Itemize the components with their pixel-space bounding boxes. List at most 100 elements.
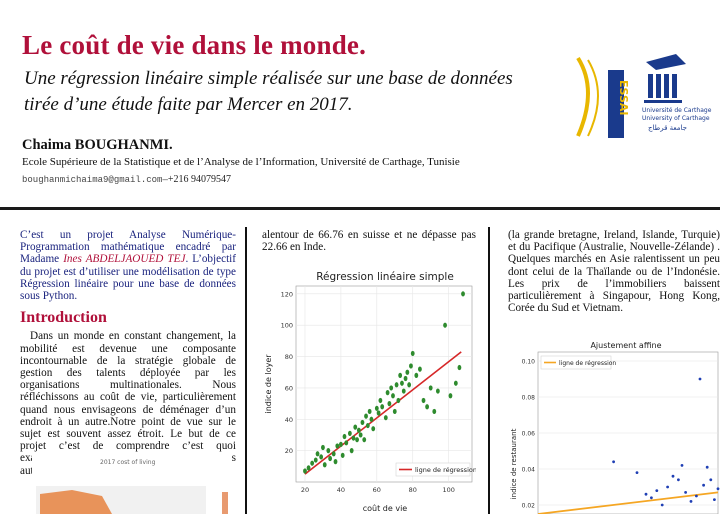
cost-of-living-map-chart: 2017 cost of living [32, 452, 232, 514]
chart1-data-point [321, 444, 325, 451]
author-email[interactable]: boughanmichaima9@gmail.com [22, 175, 163, 185]
chart1-x-tick-label: 40 [337, 486, 345, 494]
column-2: alentour de 66.76 en suisse et ne dépass… [262, 229, 476, 253]
chart1-x-tick-label: 20 [301, 486, 309, 494]
chart2-y-tick-label: 0.02 [522, 503, 536, 510]
chart1-plot-area [295, 285, 473, 483]
chart1-data-point [403, 375, 408, 382]
chart1-data-point [401, 388, 406, 394]
chart2-data-point [677, 478, 680, 482]
chart2-y-tick-label: 0.04 [522, 467, 536, 474]
chart1-points [303, 291, 465, 474]
chart1-data-point [353, 424, 358, 430]
chart1-data-point [319, 454, 324, 460]
chart1-x-ticks: 20 40 60 80 100 [301, 486, 455, 494]
chart2-data-point [695, 494, 698, 498]
chart1-data-point [461, 291, 465, 297]
chart1-data-point [315, 451, 320, 457]
chart1-data-point [355, 437, 359, 443]
chart2-data-point [689, 500, 693, 503]
poster-subtitle: Une régression linéaire simple réalisée … [24, 66, 554, 118]
chart1-data-point [369, 416, 374, 422]
small-chart-title: 2017 cost of living [100, 459, 156, 466]
chart1-data-point [349, 448, 354, 454]
chart1-data-point [322, 462, 327, 468]
university-logos: ESSAI Université de Carthage University … [576, 54, 712, 138]
author-contact: boughanmichaima9@gmail.com—+216 94079547 [22, 174, 231, 185]
supervisor-name: Ines ABDELJAOUED TEJ [63, 253, 186, 266]
contact-separator: — [162, 175, 168, 185]
chart1-data-point [306, 465, 311, 471]
chart1-data-point [347, 430, 352, 436]
chart1-data-point [414, 372, 419, 378]
chart1-y-tick-label: 40 [285, 416, 293, 424]
chart1-data-point [328, 455, 333, 462]
essai-logo-text: ESSAI [617, 80, 630, 115]
affine-fit-chart: Ajustement affine 0.10 0.08 0.06 0.04 0.02 l… [510, 341, 720, 514]
chart2-data-point [644, 492, 648, 496]
chart1-data-point [405, 369, 410, 375]
chart1-y-label: indice de loyer [264, 354, 273, 414]
chart2-data-point [702, 483, 705, 487]
column-3: (la grande bretagne, Ireland, Islande, T… [508, 229, 720, 314]
chart1-title: Régression linéaire simple [316, 271, 454, 283]
chart1-grid [296, 286, 472, 482]
chart1-y-tick-label: 20 [285, 447, 293, 455]
chart1-data-point [367, 408, 372, 415]
chart1-x-tick-label: 60 [373, 486, 381, 494]
chart1-data-point [428, 385, 433, 391]
chart2-legend-label: ligne de régression [559, 360, 616, 367]
chart1-data-point [394, 382, 399, 388]
chart1-data-point [392, 408, 397, 415]
author-affiliation: Ecole Supérieure de la Statistique et de… [22, 156, 460, 168]
chart1-data-point [443, 322, 447, 328]
chart1-data-point [453, 380, 458, 386]
chart1-data-point [376, 410, 381, 416]
author-phone: +216 94079547 [167, 174, 231, 185]
chart1-data-point [340, 452, 345, 458]
chart2-data-point [684, 491, 687, 494]
chart1-data-point [389, 385, 394, 391]
chart2-data-point [705, 465, 709, 469]
chart1-data-point [457, 364, 462, 371]
chart1-y-tick-label: 60 [285, 384, 293, 392]
chart1-data-point [303, 468, 307, 474]
chart1-x-tick-label: 80 [409, 486, 417, 494]
carthage-logo-mark [644, 54, 686, 103]
chart2-y-tick-label: 0.06 [522, 431, 536, 438]
chart2-data-point [650, 496, 653, 500]
chart1-data-point [378, 397, 383, 404]
chart1-data-point [418, 366, 422, 372]
chart2-y-ticks: 0.10 0.08 0.06 0.04 0.02 [522, 359, 536, 510]
regression-chart: Régression linéaire simple 20 40 60 80 100 12… [264, 271, 476, 513]
chart1-x-label: coût de vie [363, 504, 408, 513]
chart1-data-point [448, 393, 453, 399]
chart1-data-point [421, 397, 426, 404]
chart1-data-point [400, 380, 404, 386]
chart1-data-point [374, 405, 379, 411]
author-name: Chaima BOUGHANMI. [22, 137, 173, 153]
chart1-y-tick-label: 100 [281, 322, 293, 330]
chart1-data-point [362, 437, 367, 443]
chart1-data-point [310, 460, 315, 466]
chart2-data-point [666, 485, 669, 489]
map-color-scale [222, 492, 228, 514]
chart1-legend-label: ligne de régression [415, 466, 476, 474]
chart2-grid [538, 360, 718, 506]
chart1-x-tick-label: 100 [442, 486, 454, 494]
chart2-y-tick-label: 0.10 [522, 359, 536, 366]
chart1-data-point [331, 451, 336, 457]
chart2-legend: ligne de régression [540, 355, 616, 370]
poster-title: Le coût de vie dans le monde. [22, 30, 367, 60]
chart2-data-point [716, 487, 720, 491]
chart1-data-point [326, 448, 331, 454]
column-2-text: alentour de 66.76 en suisse et ne dépass… [262, 229, 476, 254]
chart2-data-point [660, 503, 664, 507]
chart1-data-point [356, 427, 361, 433]
chart1-data-point [435, 388, 440, 394]
carthage-logo-line-2: University of Carthage [642, 115, 710, 122]
chart1-data-point [333, 459, 338, 465]
chart2-points [612, 377, 720, 507]
carthage-logo-line-1: Université de Carthage [642, 107, 712, 114]
chart1-data-point [387, 401, 392, 407]
